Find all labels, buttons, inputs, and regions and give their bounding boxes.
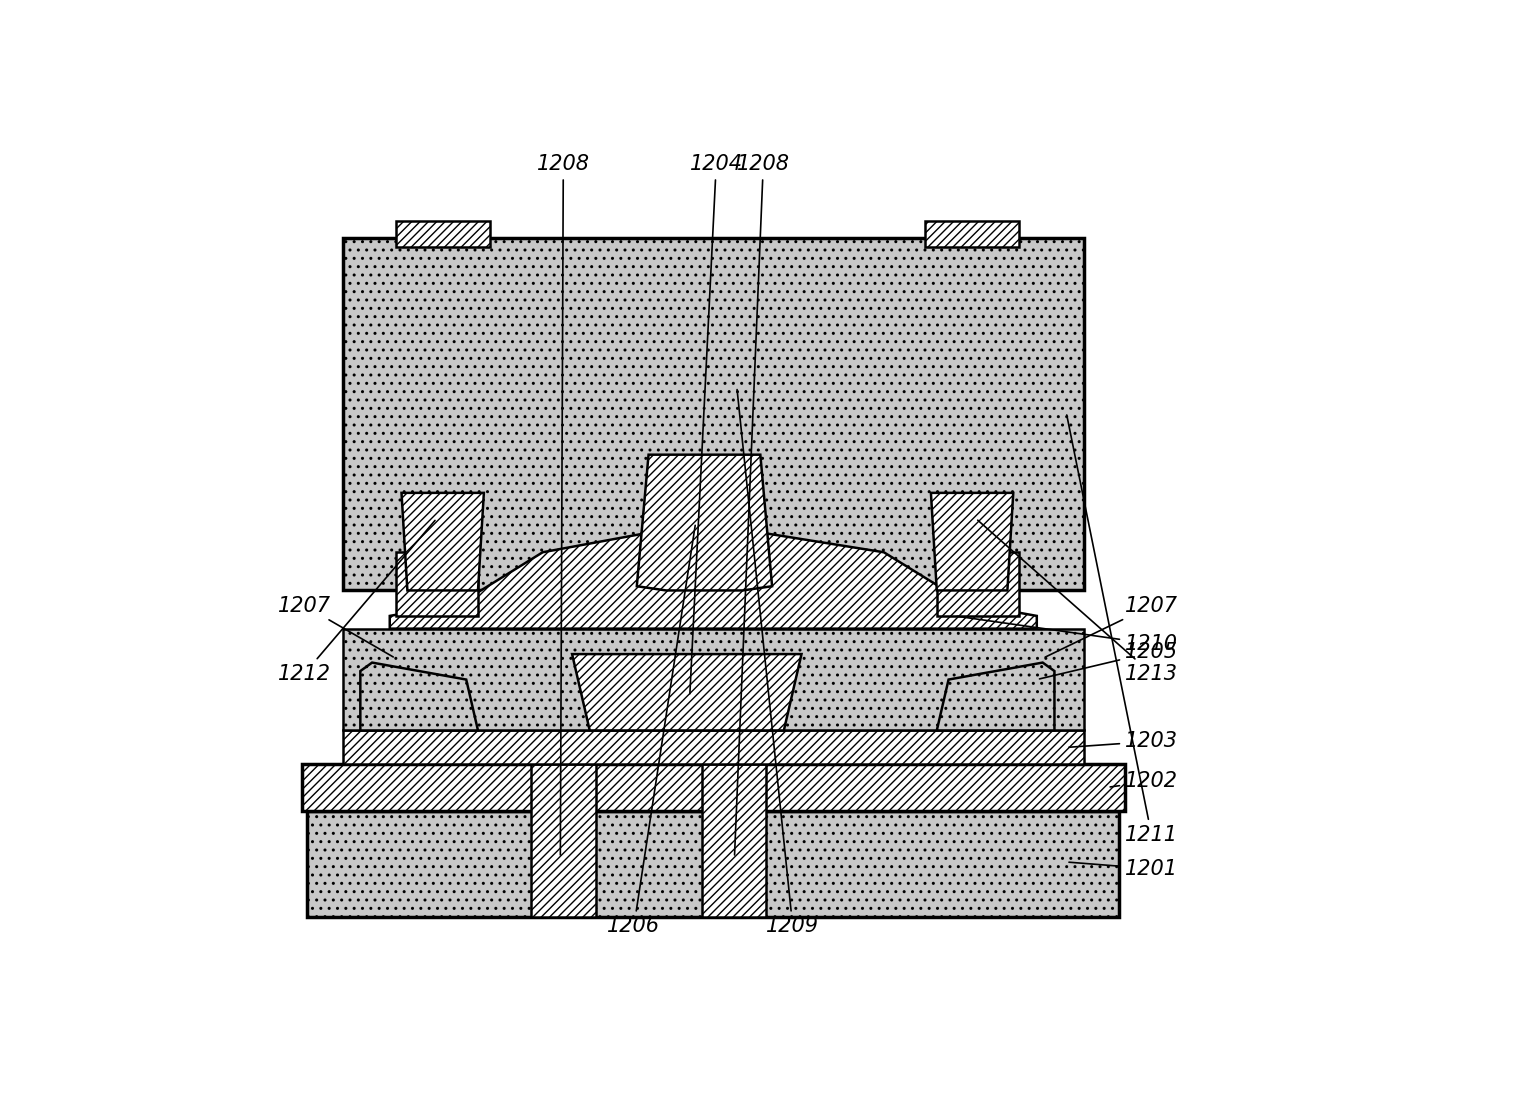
Polygon shape — [390, 527, 1037, 628]
Text: 1211: 1211 — [1067, 415, 1178, 845]
Text: 1208: 1208 — [735, 154, 789, 855]
Text: 1203: 1203 — [1069, 732, 1178, 752]
Bar — [307, 811, 1119, 917]
Text: 1209: 1209 — [738, 390, 820, 937]
Bar — [343, 628, 1084, 731]
Text: 1208: 1208 — [537, 154, 591, 855]
Polygon shape — [360, 662, 478, 731]
Bar — [701, 765, 767, 917]
Polygon shape — [401, 493, 484, 591]
Text: 1201: 1201 — [1069, 858, 1178, 878]
Polygon shape — [931, 493, 1014, 591]
Bar — [531, 765, 595, 917]
Bar — [924, 222, 1019, 247]
Text: 1213: 1213 — [978, 520, 1178, 683]
Text: 1207: 1207 — [1046, 596, 1178, 657]
Bar — [937, 552, 1019, 616]
Polygon shape — [638, 455, 773, 591]
Text: 1207: 1207 — [278, 596, 393, 657]
Text: 1205: 1205 — [1040, 642, 1178, 679]
Bar — [343, 238, 1084, 591]
Text: 1212: 1212 — [278, 520, 436, 683]
Text: 1202: 1202 — [1110, 771, 1178, 791]
Bar — [396, 222, 490, 247]
Bar — [343, 731, 1084, 765]
Polygon shape — [572, 655, 802, 731]
Text: 1210: 1210 — [958, 616, 1178, 653]
Polygon shape — [937, 662, 1055, 731]
Text: 1204: 1204 — [689, 154, 742, 694]
Text: 1206: 1206 — [607, 526, 695, 937]
Bar — [302, 765, 1125, 811]
Bar — [396, 552, 478, 616]
